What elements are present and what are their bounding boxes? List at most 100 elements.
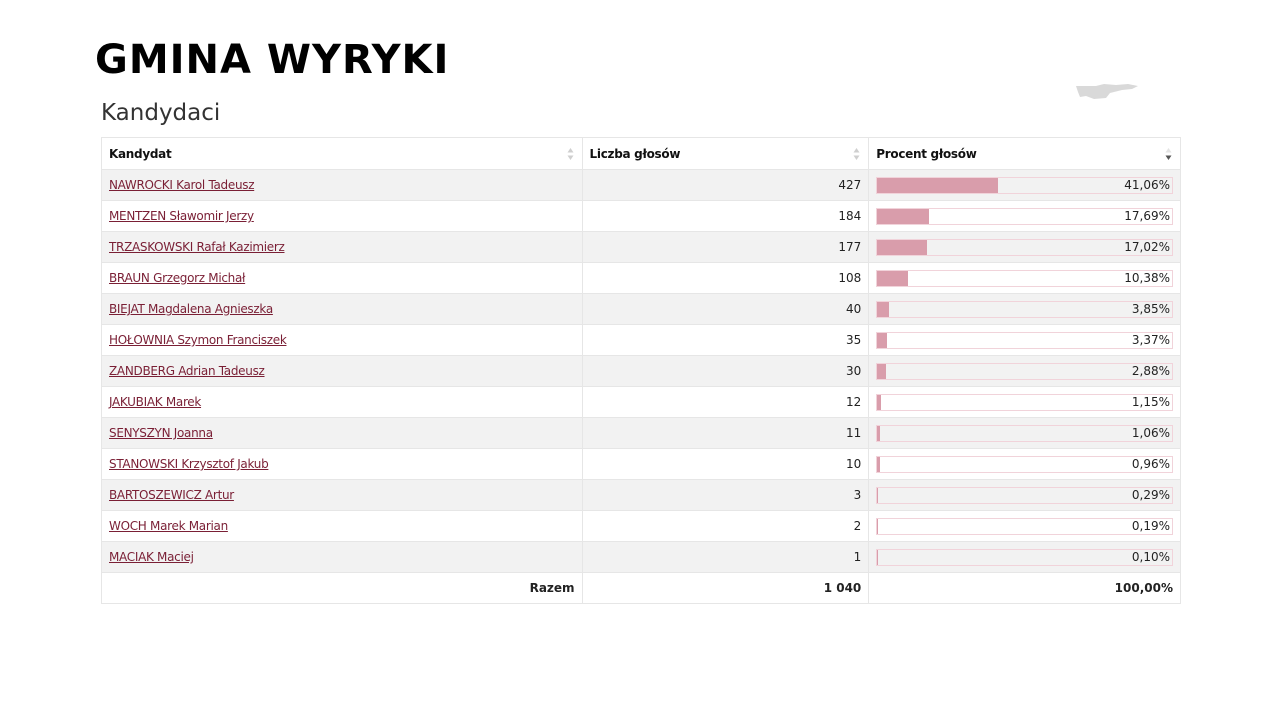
percent-label: 17,69% [1124,208,1170,223]
candidate-link[interactable]: NAWROCKI Karol Tadeusz [109,178,255,192]
percent-bar-fill [877,301,889,317]
candidate-link[interactable]: HOŁOWNIA Szymon Franciszek [109,333,287,347]
section-title: Kandydaci [101,100,221,126]
percent-bar: 1,06% [876,424,1173,442]
table-row: STANOWSKI Krzysztof Jakub 10 0,96% [101,448,1181,480]
percent-bar-fill [877,394,881,410]
percent-label: 3,85% [1131,301,1170,316]
column-header-votes[interactable]: Liczba głosów [581,137,870,170]
candidate-link[interactable]: SENYSZYN Joanna [109,426,213,440]
percent-bar: 3,37% [876,331,1173,349]
candidate-cell: TRZASKOWSKI Rafał Kazimierz [101,231,583,263]
percent-cell: 17,69% [868,200,1181,232]
percent-bar: 1,15% [876,393,1173,411]
column-header-candidate-label: Kandydat [109,146,172,161]
percent-bar: 0,19% [876,517,1173,535]
sort-both-icon [567,147,574,160]
candidate-link[interactable]: BARTOSZEWICZ Artur [109,488,234,502]
percent-cell: 3,85% [868,293,1181,325]
percent-label: 10,38% [1124,270,1170,285]
percent-label: 3,37% [1131,332,1170,347]
percent-bar: 0,96% [876,455,1173,473]
percent-label: 0,19% [1131,518,1170,533]
percent-label: 17,02% [1124,239,1170,254]
candidate-cell: ZANDBERG Adrian Tadeusz [101,355,583,387]
percent-label: 0,96% [1131,456,1170,471]
candidate-cell: JAKUBIAK Marek [101,386,583,418]
candidate-link[interactable]: WOCH Marek Marian [109,519,228,533]
percent-cell: 1,06% [868,417,1181,449]
sort-descending-icon [1165,147,1172,160]
percent-label: 0,29% [1131,487,1170,502]
percent-bar-fill [877,270,908,286]
votes-cell: 108 [581,262,870,294]
table-row: HOŁOWNIA Szymon Franciszek 35 3,37% [101,324,1181,356]
percent-bar: 2,88% [876,362,1173,380]
candidate-link[interactable]: STANOWSKI Krzysztof Jakub [109,457,269,471]
candidates-table: Kandydat Liczba głosów Procent głosów [101,137,1181,604]
percent-cell: 0,10% [868,541,1181,573]
candidate-link[interactable]: JAKUBIAK Marek [109,395,202,409]
votes-cell: 35 [581,324,870,356]
votes-cell: 427 [581,169,870,201]
candidate-cell: STANOWSKI Krzysztof Jakub [101,448,583,480]
percent-bar: 0,10% [876,548,1173,566]
percent-bar-fill [877,332,888,348]
candidate-link[interactable]: ZANDBERG Adrian Tadeusz [109,364,265,378]
percent-cell: 0,29% [868,479,1181,511]
table-row: MACIAK Maciej 1 0,10% [101,541,1181,573]
percent-bar: 0,29% [876,486,1173,504]
percent-label: 0,10% [1131,549,1170,564]
percent-cell: 10,38% [868,262,1181,294]
candidate-cell: BRAUN Grzegorz Michał [101,262,583,294]
percent-bar-fill [877,208,930,224]
votes-cell: 11 [581,417,870,449]
candidate-cell: MACIAK Maciej [101,541,583,573]
page-title: GMINA WYRYKI [95,37,450,83]
column-header-percent[interactable]: Procent głosów [868,137,1181,170]
candidate-cell: HOŁOWNIA Szymon Franciszek [101,324,583,356]
candidate-link[interactable]: MACIAK Maciej [109,550,194,564]
percent-bar-fill [877,363,886,379]
percent-label: 41,06% [1124,177,1170,192]
percent-bar-fill [877,239,928,255]
table-row: NAWROCKI Karol Tadeusz 427 41,06% [101,169,1181,201]
table-row: WOCH Marek Marian 2 0,19% [101,510,1181,542]
total-row: Razem 1 040 100,00% [101,572,1181,604]
candidate-link[interactable]: TRZASKOWSKI Rafał Kazimierz [109,240,285,254]
percent-cell: 17,02% [868,231,1181,263]
candidate-link[interactable]: BIEJAT Magdalena Agnieszka [109,302,273,316]
percent-label: 1,06% [1131,425,1170,440]
votes-cell: 30 [581,355,870,387]
sort-both-icon [853,147,860,160]
candidate-link[interactable]: MENTZEN Sławomir Jerzy [109,209,254,223]
candidate-cell: BARTOSZEWICZ Artur [101,479,583,511]
percent-cell: 41,06% [868,169,1181,201]
total-percent: 100,00% [868,572,1181,604]
map-thumbnail [1076,84,1138,99]
votes-cell: 40 [581,293,870,325]
total-votes: 1 040 [581,572,870,604]
percent-bar-fill [877,425,881,441]
table-row: TRZASKOWSKI Rafał Kazimierz 177 17,02% [101,231,1181,263]
percent-cell: 1,15% [868,386,1181,418]
percent-bar: 17,69% [876,207,1173,225]
column-header-percent-label: Procent głosów [876,146,977,161]
votes-cell: 177 [581,231,870,263]
percent-label: 2,88% [1131,363,1170,378]
column-header-votes-label: Liczba głosów [589,146,681,161]
percent-cell: 2,88% [868,355,1181,387]
candidate-cell: WOCH Marek Marian [101,510,583,542]
votes-cell: 10 [581,448,870,480]
candidate-link[interactable]: BRAUN Grzegorz Michał [109,271,246,285]
table-row: BRAUN Grzegorz Michał 108 10,38% [101,262,1181,294]
percent-cell: 3,37% [868,324,1181,356]
percent-bar: 41,06% [876,176,1173,194]
column-header-candidate[interactable]: Kandydat [101,137,583,170]
candidate-cell: BIEJAT Magdalena Agnieszka [101,293,583,325]
candidate-cell: NAWROCKI Karol Tadeusz [101,169,583,201]
percent-bar-fill [877,177,999,193]
table-row: JAKUBIAK Marek 12 1,15% [101,386,1181,418]
candidate-cell: SENYSZYN Joanna [101,417,583,449]
percent-cell: 0,19% [868,510,1181,542]
